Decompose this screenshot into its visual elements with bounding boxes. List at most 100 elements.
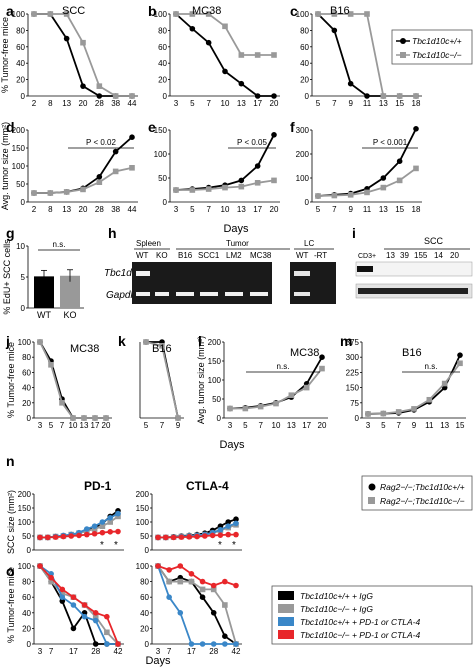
- data-point: [37, 534, 43, 541]
- data-point: [189, 11, 196, 17]
- legend-top-ko: Tbc1d10c−/−: [412, 50, 462, 60]
- y-tick-label: 150: [346, 384, 360, 393]
- gel-h-band: [136, 271, 150, 276]
- x-tick-label: 44: [128, 205, 137, 214]
- data-point: [396, 158, 403, 164]
- y-tick-label: 100: [296, 174, 310, 183]
- y-tick-label: 100: [18, 562, 32, 571]
- y-tick-label: 60: [300, 43, 309, 52]
- data-point: [347, 11, 354, 17]
- gel-h-band: [136, 292, 150, 296]
- panel-title-j: MC38: [70, 343, 99, 355]
- y-tick-label: 50: [16, 180, 25, 189]
- y-tick-label: 0: [305, 92, 310, 101]
- data-point: [205, 11, 212, 17]
- y-tick-label: 10: [16, 242, 25, 251]
- data-point: [173, 187, 179, 193]
- data-point: [112, 148, 119, 155]
- data-point: [413, 165, 419, 172]
- data-point: [222, 68, 228, 75]
- data-point: [59, 594, 66, 600]
- data-point: [225, 519, 231, 525]
- y-tick-label: 100: [208, 376, 222, 385]
- y-tick-label: 75: [350, 399, 359, 408]
- data-point: [238, 183, 245, 190]
- panel-label-h: h: [108, 225, 117, 241]
- data-point: [254, 52, 261, 58]
- blot-i-lane-3: 155: [414, 251, 428, 260]
- y-tick-label: 200: [136, 490, 150, 499]
- data-point: [155, 563, 161, 569]
- panel-label-c: c: [290, 3, 298, 19]
- legend-top: Tbc1d10c+/+ Tbc1d10c−/−: [391, 29, 473, 65]
- days-label-top: Days: [223, 223, 249, 235]
- data-point: [347, 80, 354, 87]
- x-tick-label: 20: [270, 99, 279, 108]
- bar-KO: [60, 275, 80, 308]
- blot-i-lane-5: 20: [450, 251, 459, 260]
- data-point: [104, 641, 110, 647]
- gel-h-lane-4: LM2: [226, 251, 242, 260]
- x-tick-label: 7: [60, 421, 65, 430]
- x-tick-label: 10: [221, 99, 230, 108]
- y-tick-label: 40: [16, 59, 25, 68]
- x-tick-label: 15: [456, 421, 465, 430]
- data-point: [91, 523, 98, 529]
- y-tick-label: 40: [300, 59, 309, 68]
- y-tick-label: 0: [21, 92, 26, 101]
- gel-h-band: [294, 292, 310, 296]
- data-point: [177, 563, 184, 569]
- data-point: [45, 534, 51, 541]
- gel-h-row-gapdh: Gapdh: [106, 290, 136, 301]
- data-point: [155, 534, 161, 541]
- x-tick-label: 44: [128, 99, 137, 108]
- x-tick-label: 3: [174, 205, 179, 214]
- data-point: [178, 534, 185, 540]
- y-tick-label: 100: [136, 562, 150, 571]
- y-tick-label: 0: [27, 640, 32, 649]
- x-tick-label: 28: [95, 205, 104, 214]
- y-tick-label: 60: [22, 593, 31, 602]
- y-tick-label: 200: [12, 126, 26, 135]
- x-tick-label: 38: [111, 99, 120, 108]
- y-axis-label: % Tumor-free mice: [6, 342, 16, 418]
- data-point: [80, 186, 86, 193]
- data-point: [59, 590, 66, 597]
- y-tick-label: 150: [136, 504, 150, 513]
- legend-marker-wt: [400, 38, 406, 44]
- data-point: [209, 532, 216, 539]
- x-tick-label: 10: [272, 421, 281, 430]
- data-point: [47, 190, 54, 196]
- data-point: [413, 126, 419, 132]
- panel-label-e: e: [148, 119, 156, 135]
- legend-o-2: Tbc1d10c+/+ + PD-1 or CTLA-4: [300, 617, 421, 627]
- data-point: [238, 52, 245, 58]
- y-tick-label: 100: [154, 150, 168, 159]
- y-tick-label: 300: [296, 126, 310, 135]
- data-point: [47, 11, 54, 17]
- x-tick-label: 13: [80, 421, 89, 430]
- data-point: [48, 574, 54, 581]
- y-tick-label: 80: [300, 26, 309, 35]
- x-tick-label: 7: [206, 99, 211, 108]
- blot-i-lane-2: 39: [400, 251, 409, 260]
- panel-title-n-pd1: PD-1: [84, 479, 112, 493]
- data-point: [441, 380, 448, 387]
- y-tick-label: 40: [22, 384, 31, 393]
- data-point: [225, 531, 231, 538]
- data-point: [254, 180, 261, 186]
- x-tick-label: 13: [287, 421, 296, 430]
- data-point: [194, 533, 200, 540]
- x-tick-label: 15: [395, 99, 404, 108]
- y-tick-label: 150: [154, 126, 168, 135]
- blot-i-lane-4: 14: [434, 251, 443, 260]
- data-point: [222, 641, 228, 647]
- data-point: [271, 93, 277, 99]
- data-point: [315, 11, 321, 17]
- gel-h-band: [250, 292, 268, 296]
- data-point: [99, 523, 106, 529]
- y-tick-label: 100: [136, 518, 150, 527]
- y-tick-label: 150: [208, 357, 222, 366]
- y-tick-label: 100: [12, 162, 26, 171]
